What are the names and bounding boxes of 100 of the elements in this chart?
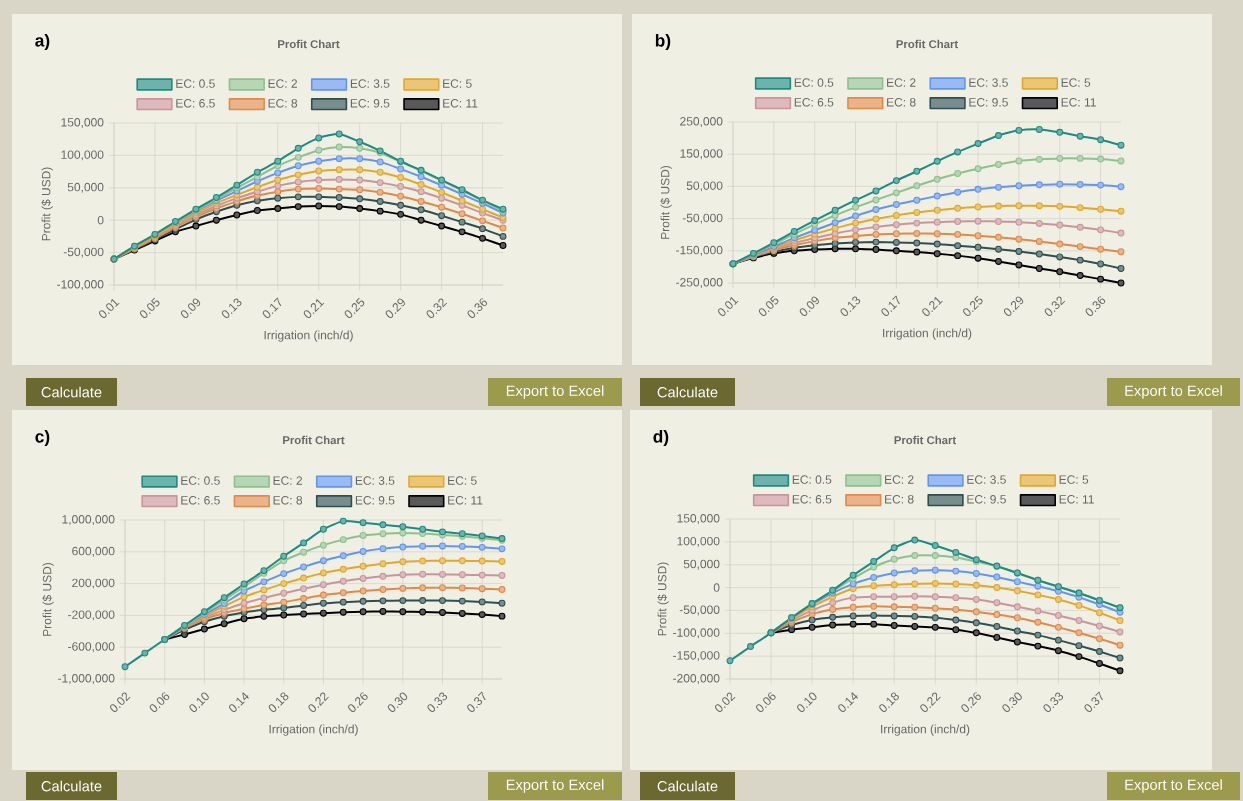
legend-label: EC: 11: [443, 99, 478, 108]
x-tick-label: 0.25: [344, 297, 365, 318]
x-tick-label: 0.13: [221, 298, 242, 318]
legend-label: EC: 6.5: [176, 99, 215, 108]
legend-label: EC: 0.5: [794, 78, 834, 87]
y-tick-label: 150,000: [61, 118, 104, 128]
legend-label: EC: 3.5: [350, 79, 390, 88]
y-tick-label: -50,000: [679, 605, 720, 616]
x-tick-label: 0.36: [467, 298, 488, 318]
x-tick-label: 0.01: [99, 298, 120, 318]
text: Calculate: [657, 780, 718, 792]
legend-label: EC: 5: [443, 79, 472, 88]
legend-label: EC: 9.5: [350, 99, 390, 108]
x-axis-title: Irrigation (inch/d): [883, 328, 972, 340]
y-tick-label: -150,000: [673, 651, 720, 662]
legend-label: EC: 6.5: [181, 496, 220, 505]
text: c): [35, 429, 50, 447]
chart-title: Profit Chart: [278, 39, 340, 49]
text: Export to Excel: [506, 385, 604, 399]
y-tick-label: -250,000: [676, 278, 723, 288]
legend-label: EC: 2: [273, 476, 302, 485]
y-tick-label: 600,000: [72, 546, 115, 557]
x-tick-label: 0.18: [879, 692, 899, 712]
x-axis-title: Irrigation (inch/d): [881, 724, 970, 736]
x-tick-label: 0.06: [149, 692, 170, 712]
legend-label: EC: 11: [1059, 495, 1094, 504]
x-tick-label: 0.10: [189, 692, 209, 712]
x-axis-title: Irrigation (inch/d): [264, 330, 353, 342]
x-tick-label: 0.01: [718, 296, 739, 316]
y-tick-label: 50,000: [683, 559, 720, 570]
y-tick-label: 250,000: [680, 117, 723, 127]
x-tick-label: 0.09: [799, 296, 819, 316]
legend-label: EC: 8: [887, 98, 916, 107]
x-tick-label: 0.09: [180, 298, 201, 318]
x-tick-label: 0.26: [961, 692, 981, 712]
y-tick-label: -150,000: [676, 245, 723, 256]
y-tick-label: -600,000: [68, 642, 115, 653]
legend-label: EC: 11: [1061, 98, 1096, 107]
legend-label: EC: 5: [1059, 475, 1089, 484]
x-tick-label: 0.02: [110, 692, 131, 712]
x-tick-label: 0.25: [963, 295, 983, 316]
x-tick-label: 0.36: [1085, 296, 1106, 316]
legend-label: EC: 5: [448, 476, 477, 485]
legend-label: EC: 0.5: [792, 475, 832, 484]
text: Export to Excel: [1125, 385, 1222, 399]
x-tick-label: 0.10: [797, 692, 817, 712]
x-tick-label: 0.21: [922, 296, 943, 316]
y-axis-title: Profit ($ USD): [660, 165, 672, 239]
y-tick-label: 0: [713, 583, 720, 592]
x-tick-label: 0.02: [715, 692, 736, 712]
x-tick-label: 0.18: [268, 692, 289, 712]
y-tick-label: -50,000: [682, 213, 723, 224]
legend-label: EC: 3.5: [969, 78, 1008, 87]
x-tick-label: 0.29: [385, 298, 405, 318]
legend-label: EC: 9.5: [969, 98, 1008, 107]
x-tick-label: 0.30: [387, 692, 408, 712]
x-tick-label: 0.26: [348, 692, 368, 712]
legend-label: EC: 6.5: [792, 495, 832, 504]
x-tick-label: 0.05: [758, 295, 779, 316]
legend-label: EC: 5: [1061, 78, 1091, 87]
x-tick-label: 0.30: [1002, 692, 1022, 712]
chart-title: Profit Chart: [283, 435, 345, 445]
y-tick-label: 50,000: [686, 181, 723, 192]
legend-label: EC: 8: [885, 495, 914, 504]
legend-label: EC: 2: [885, 475, 914, 484]
x-tick-label: 0.21: [303, 298, 325, 318]
legend-label: EC: 9.5: [355, 496, 395, 505]
x-tick-label: 0.22: [308, 692, 329, 712]
legend-label: EC: 3.5: [967, 475, 1006, 484]
y-tick-label: -50,000: [63, 247, 104, 258]
y-tick-label: 0: [97, 215, 104, 225]
y-tick-label: -1,000,000: [58, 674, 115, 684]
y-tick-label: 50,000: [67, 182, 104, 193]
legend-label: EC: 0.5: [181, 476, 220, 485]
x-tick-label: 0.13: [840, 296, 861, 316]
legend-label: EC: 3.5: [355, 476, 395, 485]
x-tick-label: 0.14: [229, 692, 249, 712]
y-axis-title: Profit ($ USD): [657, 562, 669, 636]
y-tick-label: -100,000: [673, 628, 720, 639]
y-tick-label: -100,000: [57, 280, 104, 290]
text: a): [35, 33, 50, 51]
y-axis-title: Profit ($ USD): [42, 562, 54, 636]
x-tick-label: 0.06: [756, 692, 776, 712]
legend-label: EC: 8: [273, 496, 303, 505]
y-tick-label: 200,000: [72, 578, 115, 589]
y-tick-label: 1,000,000: [62, 515, 115, 525]
legend-label: EC: 6.5: [794, 98, 834, 107]
legend-label: EC: 9.5: [967, 495, 1006, 504]
y-tick-label: 100,000: [677, 536, 720, 547]
y-tick-label: -200,000: [68, 610, 115, 621]
chart-title: Profit Chart: [896, 39, 959, 49]
text: Export to Excel: [506, 779, 604, 793]
y-tick-label: 150,000: [677, 514, 720, 524]
legend-label: EC: 2: [268, 79, 297, 88]
x-axis-title: Irrigation (inch/d): [269, 724, 358, 736]
text: d): [653, 429, 669, 447]
x-tick-label: 0.33: [427, 692, 448, 712]
y-tick-label: -200,000: [673, 674, 720, 684]
text: Calculate: [41, 780, 102, 792]
y-tick-label: 100,000: [61, 150, 104, 161]
